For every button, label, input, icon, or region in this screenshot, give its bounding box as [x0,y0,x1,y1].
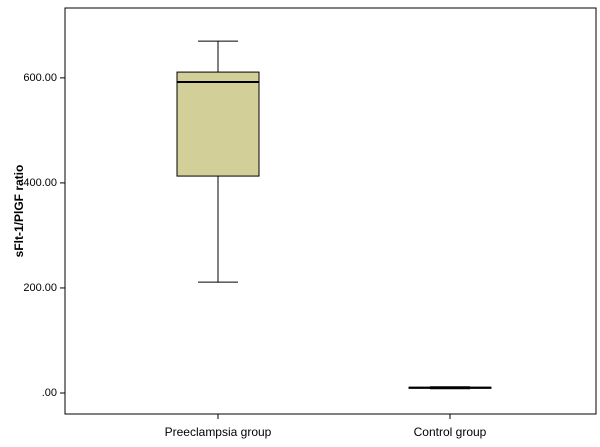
x-tick-label: Control group [414,425,487,439]
box [176,71,260,177]
y-axis-label: sFlt-1/PlGF ratio [12,165,26,258]
y-tick-label: .00 [42,387,57,399]
plot-frame [64,7,597,415]
x-tick-label: Preeclampsia group [165,425,272,439]
y-tick-label: 600.00 [23,72,57,84]
y-tick-label: 200.00 [23,282,57,294]
y-tick-label: 400.00 [23,177,57,189]
